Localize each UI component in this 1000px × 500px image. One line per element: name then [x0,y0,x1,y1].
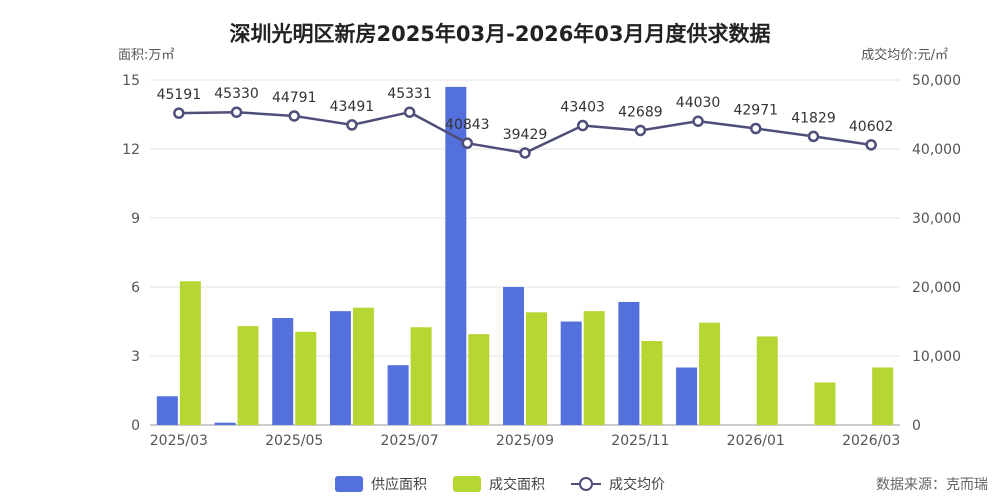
legend-label-supply: 供应面积 [371,477,427,493]
legend-label-deal: 成交面积 [489,477,545,493]
price-data-label: 40843 [445,117,490,133]
y-right-tick-label: 40,000 [912,142,961,158]
chart-title: 深圳光明区新房2025年03月-2026年03月月度供求数据 [229,22,771,46]
y-axis-left-label: 面积:万㎡ [118,48,175,63]
y-left-tick-label: 9 [131,211,140,227]
legend-swatch-supply [335,476,363,492]
deal-bar [872,367,894,425]
x-tick-label: 2026/01 [727,433,785,449]
deal-bar [814,382,836,425]
y-right-tick-label: 10,000 [912,349,961,365]
price-point [288,110,300,122]
deal-bar [641,341,663,425]
legend-item-price[interactable]: 成交均价 [571,474,665,494]
y-left-tick-label: 3 [131,349,140,365]
supply-bar [156,396,178,425]
price-point [519,147,531,159]
price-data-label: 44030 [676,95,721,111]
price-point [692,115,704,127]
legend-swatch-deal [453,476,481,492]
y-right-tick-label: 0 [912,418,921,434]
price-point [865,139,877,151]
y-left-tick-label: 12 [122,142,140,158]
x-tick-label: 2025/07 [381,433,439,449]
legend-label-price: 成交均价 [609,477,665,493]
deal-bar [237,326,259,425]
x-tick-label: 2025/11 [611,433,669,449]
y-left-tick-label: 0 [131,418,140,434]
x-tick-label: 2026/03 [842,433,900,449]
chart-plot: 0 3 6 9 12 15 0 10,000 20,000 30,000 40,000 50,000 2… [122,73,961,449]
price-point [230,106,243,118]
y-right-tick-label: 30,000 [912,211,961,227]
supply-bar [272,318,294,425]
price-data-label: 43403 [560,100,605,116]
deal-bar [179,281,201,425]
deal-bar [756,336,778,425]
price-data-label: 45330 [214,86,259,102]
legend-item-deal[interactable]: 成交面积 [453,474,545,494]
price-data-label: 45331 [387,86,432,102]
price-point [807,130,820,143]
deal-bar [468,334,490,425]
deal-bar [295,331,317,425]
price-point [634,124,647,137]
price-data-label: 45191 [157,87,202,103]
deal-bar [410,327,432,425]
supply-bar [214,422,236,425]
price-data-label: 39429 [503,127,548,143]
x-tick-label: 2025/09 [496,433,554,449]
y-left-tick-label: 15 [122,73,140,89]
price-data-label: 41829 [791,110,836,126]
price-data-label: 43491 [330,99,375,115]
price-point [750,122,762,135]
price-data-label: 42689 [618,104,663,120]
price-data-label: 42971 [733,103,778,119]
deal-bar [352,307,374,425]
price-data-label: 40602 [849,119,894,135]
y-right-tick-label: 50,000 [912,73,961,89]
price-point [461,137,474,149]
data-source: 数据来源：克而瑞 [876,477,988,493]
supply-bar [387,365,409,425]
supply-bar [676,367,698,425]
x-tick-label: 2025/03 [150,433,208,449]
y-left-tick-label: 6 [131,280,140,296]
legend-item-supply[interactable]: 供应面积 [335,474,427,494]
supply-bar [329,311,351,425]
price-point [346,119,358,131]
y-right-tick-label: 20,000 [912,280,961,296]
supply-bar [445,86,467,426]
price-point [576,119,589,132]
legend: 供应面积 成交面积 成交均价 [0,474,1000,494]
deal-bar [583,311,605,425]
deal-bar [526,312,547,425]
y-axis-right-label: 成交均价:元/㎡ [861,48,948,63]
supply-bar [618,301,640,425]
x-tick-label: 2025/05 [265,433,323,449]
price-data-label: 44791 [272,90,317,106]
price-point [173,107,185,119]
supply-bar [560,321,582,425]
price-point [403,106,416,118]
supply-bar [503,287,524,425]
deal-bar [699,322,721,425]
legend-swatch-price [571,476,601,492]
